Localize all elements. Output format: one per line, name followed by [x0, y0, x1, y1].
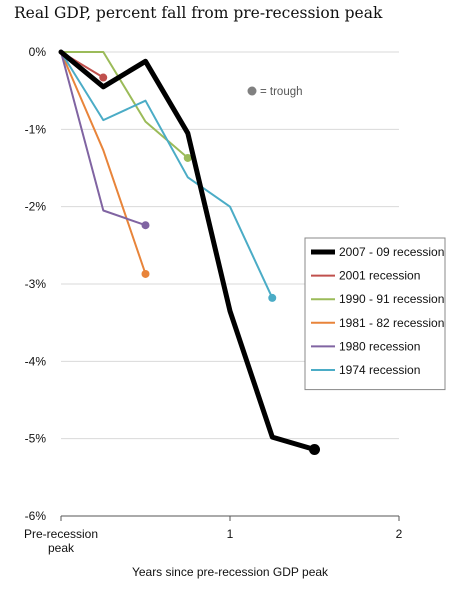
x-tick-label: 1 — [227, 527, 234, 541]
trough-marker — [309, 443, 320, 455]
legend-label: 1974 recession — [339, 363, 420, 377]
trough-legend-marker — [247, 86, 257, 96]
trough-marker — [99, 73, 108, 82]
trough-marker — [141, 269, 150, 278]
legend-label: 2007 - 09 recession — [339, 245, 444, 259]
trough-marker — [183, 153, 192, 162]
y-tick-label: -3% — [25, 277, 47, 291]
x-tick-label: 2 — [396, 527, 403, 541]
trough-legend-label: = trough — [260, 86, 303, 98]
series-line — [60, 51, 147, 227]
x-tick-label: Pre-recession peak — [24, 527, 98, 555]
legend: 2007 - 09 recession 2001 recession 1990 - … — [304, 237, 446, 391]
legend-label: 2001 recession — [339, 269, 420, 283]
trough-marker — [268, 293, 277, 302]
series-line — [58, 49, 317, 452]
legend-label: 1980 recession — [339, 339, 420, 353]
y-tick-label: -1% — [25, 122, 47, 136]
series-line — [60, 51, 147, 275]
y-tick-label: 0% — [29, 45, 47, 59]
series-line — [60, 51, 274, 299]
trough-note: = trough — [247, 86, 303, 98]
axes: 0% -1% -2% -3% -4% -5% -6% Pre-recession peak 1 2 Y… — [24, 45, 403, 579]
y-tick-label: -4% — [25, 354, 47, 368]
y-tick-label: -2% — [25, 200, 47, 214]
x-axis-title: Years since pre-recession GDP peak — [132, 565, 329, 579]
y-tick-label: -6% — [25, 509, 47, 523]
trough-marker — [141, 221, 150, 230]
legend-label: 1990 - 91 recession — [339, 292, 444, 306]
legend-box — [304, 237, 446, 391]
series-lines — [58, 49, 320, 455]
y-tick-label: -5% — [25, 432, 47, 446]
chart-title: Real GDP, percent fall from pre-recessio… — [14, 4, 383, 22]
legend-label: 1981 - 82 recession — [339, 316, 444, 330]
